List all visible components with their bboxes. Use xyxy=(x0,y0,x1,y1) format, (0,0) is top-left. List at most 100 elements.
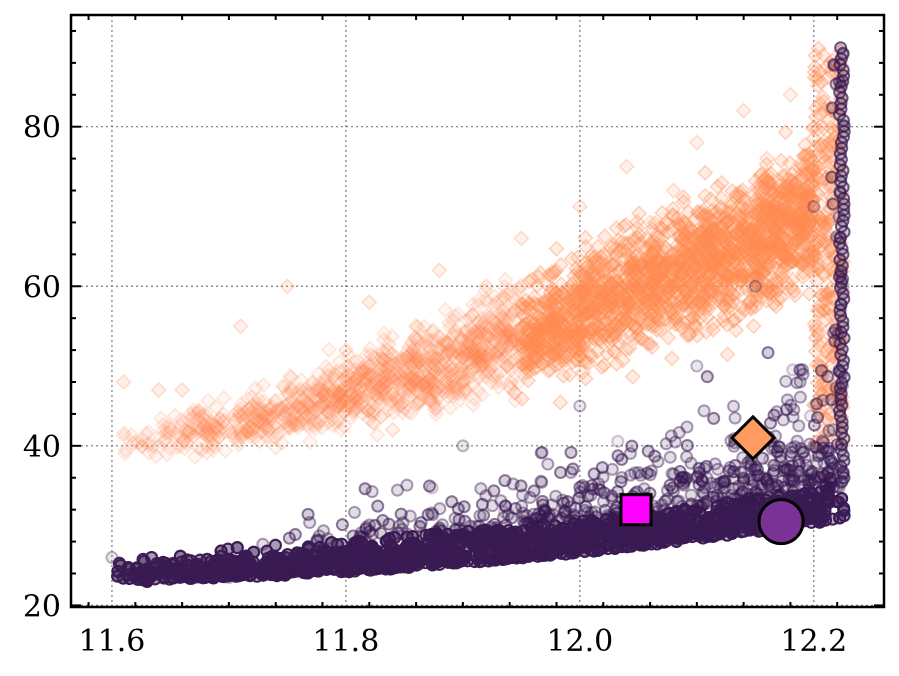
orange-diamond-point xyxy=(743,222,760,239)
orange-diamond-point xyxy=(520,321,537,338)
orange-diamond-point xyxy=(807,343,824,360)
orange-diamond-point xyxy=(577,288,594,305)
orange-diamond-point xyxy=(715,312,732,329)
orange-diamond-point xyxy=(647,255,664,273)
orange-diamond-point xyxy=(718,212,735,230)
orange-diamond-point xyxy=(811,63,829,80)
orange-diamond-point xyxy=(640,268,657,285)
orange-diamond-point xyxy=(686,260,703,278)
orange-diamond-point xyxy=(281,420,299,437)
orange-diamond-point xyxy=(684,309,702,327)
orange-diamond-point xyxy=(736,248,753,265)
orange-diamond-point xyxy=(802,165,820,183)
orange-diamond-point xyxy=(339,365,356,382)
orange-diamond-point xyxy=(724,286,742,303)
orange-diamond-point xyxy=(659,216,676,233)
orange-diamond-point xyxy=(761,237,778,254)
orange-diamond-point xyxy=(335,397,352,414)
orange-diamond-point xyxy=(240,424,257,441)
orange-diamond-point xyxy=(734,198,751,215)
orange-diamond-point xyxy=(819,251,836,268)
orange-diamond-point xyxy=(697,164,714,181)
orange-diamond-point xyxy=(619,260,636,277)
orange-diamond-point xyxy=(788,211,806,229)
orange-diamond-point xyxy=(795,184,813,201)
orange-diamond-point xyxy=(481,334,499,351)
orange-diamond-point xyxy=(742,250,760,267)
orange-diamond-point xyxy=(140,435,157,452)
orange-diamond-point xyxy=(603,291,620,309)
orange-diamond-point xyxy=(458,322,475,339)
orange-diamond-point xyxy=(179,423,196,440)
orange-diamond-point xyxy=(752,185,769,202)
orange-diamond-point xyxy=(747,292,765,309)
orange-diamond-point xyxy=(439,336,457,354)
orange-diamond-point xyxy=(546,285,563,302)
orange-diamond-point xyxy=(695,296,712,313)
orange-diamond-point xyxy=(424,360,441,377)
orange-diamond-point xyxy=(817,231,834,248)
orange-diamond-point xyxy=(754,173,771,190)
orange-diamond-point xyxy=(578,279,596,296)
orange-diamond-point xyxy=(277,409,294,426)
orange-diamond-point xyxy=(567,338,584,356)
orange-diamond-point xyxy=(366,371,383,388)
orange-diamond-point xyxy=(498,329,516,346)
orange-diamond-point xyxy=(589,318,606,335)
orange-diamond-point xyxy=(646,269,664,286)
orange-diamond-point xyxy=(672,291,689,308)
orange-diamond-point xyxy=(266,393,283,410)
orange-diamond-point xyxy=(704,228,722,245)
orange-diamond-point xyxy=(765,211,782,228)
orange-diamond-point xyxy=(629,326,647,344)
orange-diamond-point xyxy=(790,231,808,248)
orange-diamond-point xyxy=(457,343,475,360)
orange-diamond-point xyxy=(793,211,811,228)
orange-diamond-point xyxy=(585,255,602,272)
orange-diamond-point xyxy=(699,233,716,250)
orange-diamond-point xyxy=(770,243,788,260)
orange-diamond-point xyxy=(733,273,750,290)
orange-diamond-point xyxy=(388,349,405,366)
orange-diamond-point xyxy=(727,322,745,339)
orange-diamond-point xyxy=(681,229,698,247)
orange-diamond-point xyxy=(427,363,444,380)
orange-diamond-point xyxy=(425,374,442,391)
orange-diamond-point xyxy=(596,228,613,245)
orange-diamond-point xyxy=(372,360,389,377)
orange-diamond-point xyxy=(693,252,710,269)
orange-diamond-point xyxy=(571,291,588,308)
orange-diamond-point xyxy=(317,393,334,410)
orange-diamond-point xyxy=(707,275,724,292)
orange-diamond-point xyxy=(688,287,705,304)
orange-diamond-point xyxy=(634,255,651,273)
orange-diamond-point xyxy=(725,270,743,288)
orange-diamond-point xyxy=(770,250,788,268)
orange-diamond-point xyxy=(692,239,709,256)
orange-diamond-point xyxy=(302,393,319,410)
orange-diamond-point xyxy=(805,162,822,179)
orange-diamond-point xyxy=(819,225,836,242)
orange-diamond-point xyxy=(618,158,635,175)
orange-diamond-point xyxy=(553,314,571,332)
orange-diamond-point xyxy=(530,268,547,285)
orange-diamond-point xyxy=(467,346,484,363)
orange-diamond-point xyxy=(426,351,443,368)
orange-diamond-point xyxy=(623,275,641,292)
orange-diamond-point xyxy=(332,382,350,399)
orange-diamond-point xyxy=(454,342,471,359)
orange-diamond-point xyxy=(456,346,473,363)
orange-diamond-point xyxy=(744,253,762,270)
orange-diamond-point xyxy=(370,366,387,384)
orange-diamond-point xyxy=(642,250,659,267)
orange-diamond-point xyxy=(445,343,462,360)
orange-diamond-point xyxy=(708,209,726,226)
orange-diamond-point xyxy=(370,390,387,407)
orange-diamond-point xyxy=(567,351,584,369)
orange-diamond-point xyxy=(408,347,425,364)
orange-diamond-point xyxy=(771,173,788,190)
orange-diamond-point xyxy=(673,215,690,233)
orange-diamond-point xyxy=(479,350,496,367)
orange-diamond-point xyxy=(657,214,674,231)
